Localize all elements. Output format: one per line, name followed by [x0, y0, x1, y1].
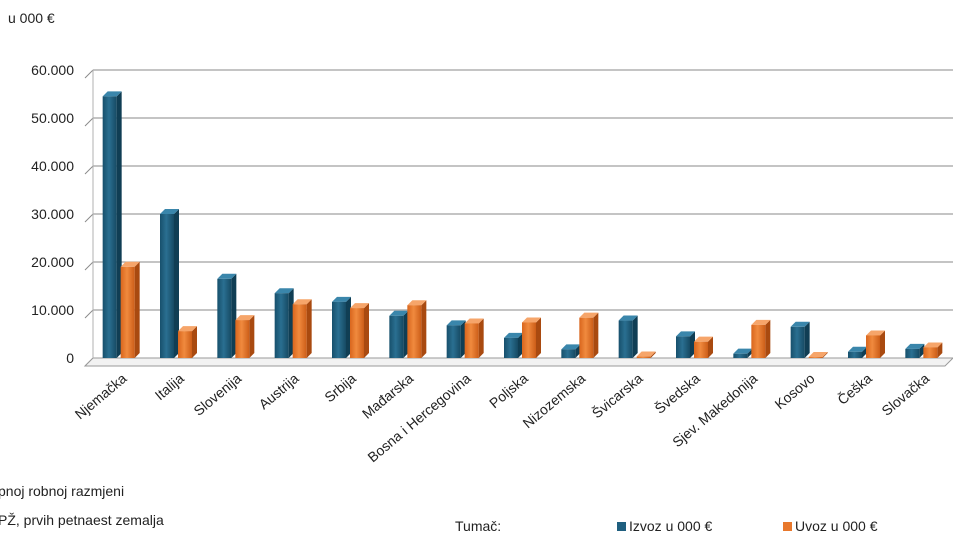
- x-tick-label: Kosovo: [772, 370, 818, 412]
- x-tick-label: Švedska: [652, 370, 704, 417]
- x-tick-label: Italija: [152, 370, 187, 403]
- gridlines: [83, 69, 953, 367]
- legend-swatch-izvoz: [617, 521, 626, 531]
- bar-izvoz: [561, 344, 581, 358]
- bar-uvoz: [636, 351, 656, 358]
- legend-item-izvoz: Izvoz u 000 €: [617, 518, 712, 534]
- x-tick-label: Slovenija: [190, 370, 244, 419]
- x-tick-label: Bosna i Hercegovina: [364, 370, 473, 465]
- bar-uvoz: [464, 318, 484, 358]
- x-tick-label: Njemačka: [72, 370, 130, 422]
- legend-title: Tumač:: [455, 518, 502, 534]
- bar-uvoz: [235, 315, 255, 358]
- unit-label: u 000 €: [8, 10, 55, 26]
- bar-izvoz: [217, 273, 237, 358]
- bar-izvoz: [332, 296, 351, 358]
- x-tick-label: Srbija: [321, 370, 359, 405]
- bar-izvoz: [102, 91, 122, 359]
- bar-izvoz: [790, 321, 810, 358]
- bar-uvoz: [350, 303, 369, 358]
- bar-izvoz: [905, 343, 925, 358]
- bar-izvoz: [389, 310, 409, 358]
- bar-uvoz: [866, 330, 885, 358]
- gridline-depth: [84, 165, 94, 175]
- legend-label-izvoz: Izvoz u 000 €: [629, 518, 713, 534]
- y-tick-label: 60.000: [31, 62, 74, 78]
- x-axis: Njemačka Italija Slovenija Austrija Srbija Ma…: [72, 370, 933, 465]
- gridline-depth: [84, 213, 94, 223]
- x-tick-label: Mađarska: [359, 370, 417, 422]
- gridline-depth: [84, 117, 94, 127]
- x-tick-label: Poljska: [486, 370, 531, 411]
- legend-item-uvoz: Uvoz u 000 €: [783, 518, 878, 534]
- x-tick-label: Nizozemska: [520, 370, 589, 431]
- y-tick-label: 20.000: [31, 254, 74, 270]
- x-tick-label: Češka: [834, 370, 875, 408]
- bar-uvoz: [407, 300, 427, 358]
- bar-izvoz: [446, 320, 466, 358]
- y-tick-label: 40.000: [31, 158, 74, 174]
- gridline-depth: [84, 69, 94, 79]
- bar-uvoz: [808, 352, 828, 358]
- chart-floor: [83, 357, 953, 367]
- bar-uvoz: [522, 317, 541, 358]
- gridline-depth: [84, 261, 94, 271]
- caption-line-1: pnoj robnoj razmjeni: [0, 483, 125, 499]
- x-tick-label: Austrija: [256, 370, 302, 412]
- legend-swatch-uvoz: [783, 521, 792, 531]
- bar-uvoz: [292, 299, 312, 358]
- bar-izvoz: [160, 209, 179, 358]
- x-tick-label: Slovačka: [878, 370, 932, 419]
- y-axis: 0 10.000 20.000 30.000 40.000 50.000 60.000: [31, 62, 74, 366]
- bar-uvoz: [120, 261, 140, 358]
- y-tick-label: 30.000: [31, 206, 74, 222]
- bar-uvoz: [178, 326, 197, 358]
- caption-line-2: PŽ, prvih petnaest zemalja: [0, 512, 164, 528]
- bars: [102, 91, 943, 359]
- bar-izvoz: [848, 346, 867, 358]
- bar-uvoz: [751, 319, 771, 358]
- bar-uvoz: [579, 312, 599, 358]
- x-tick-label: Švicarska: [589, 370, 646, 421]
- bar-uvoz: [923, 342, 943, 358]
- gridline-depth: [84, 309, 94, 319]
- y-tick-label: 50.000: [31, 110, 74, 126]
- y-tick-label: 0: [66, 350, 74, 366]
- bar-izvoz: [676, 331, 695, 358]
- bar-izvoz: [733, 348, 753, 358]
- y-tick-label: 10.000: [31, 302, 74, 318]
- bar-uvoz: [694, 336, 713, 358]
- bar-izvoz: [274, 288, 294, 358]
- legend-label-uvoz: Uvoz u 000 €: [795, 518, 878, 534]
- bar-izvoz: [618, 315, 638, 358]
- bar-izvoz: [504, 332, 523, 358]
